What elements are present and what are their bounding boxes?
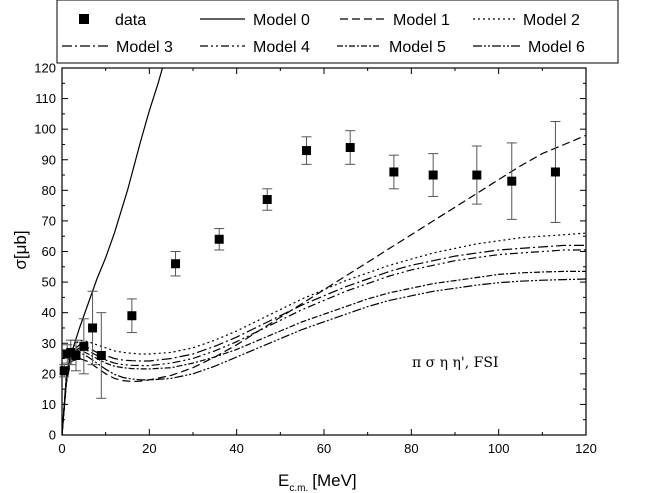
x-axis-label-sub: c.m. [289,483,308,493]
x-tick-label: 0 [58,441,65,456]
y-tick-label: 20 [42,366,56,381]
series-line-model-1 [62,134,586,435]
data-point [262,195,272,205]
data-point [472,170,482,180]
x-tick-label: 60 [317,441,331,456]
data-point [66,347,76,357]
x-axis-label-main: E [278,471,289,490]
data-point [428,170,438,180]
y-tick-label: 10 [42,397,56,412]
y-tick-label: 40 [42,305,56,320]
legend-label: Model 3 [116,39,173,56]
data-point [507,176,517,186]
data-point [345,143,355,153]
data-point [71,350,81,360]
legend-label: Model 1 [393,12,450,29]
legend-label: Model 6 [528,39,585,56]
data-point [550,167,560,177]
data-point [79,341,89,351]
x-tick-label: 120 [575,441,597,456]
legend-label: Model 0 [253,12,310,29]
legend-label: Model 5 [389,39,446,56]
legend-label: Model 2 [523,12,580,29]
y-axis-label: σ[μb] [11,230,30,269]
x-axis-label-unit: [MeV] [312,471,356,490]
legend-box [56,0,619,64]
data-point [171,259,181,269]
data-point [302,146,312,156]
data-point [389,167,399,177]
y-tick-label: 30 [42,336,56,351]
series-line-model-6 [62,278,586,435]
annotation: π σ η η', FSI [412,355,498,371]
legend-label: data [115,12,146,29]
legend-label: Model 4 [253,39,310,56]
y-tick-label: 120 [34,61,56,76]
data-point [96,350,106,360]
y-tick-label: 60 [42,244,56,259]
y-tick-label: 110 [35,91,56,106]
x-tick-label: 20 [142,441,156,456]
data-point [127,311,137,321]
data-point [88,323,98,333]
x-tick-label: 40 [229,441,243,456]
y-tick-label: 70 [42,213,56,228]
x-tick-label: 80 [404,441,418,456]
y-tick-label: 100 [34,122,56,137]
series-line-model-4 [62,249,586,435]
legend: data Model 0 Model 1 Model 2 Model 3 Model 4 M… [56,0,619,64]
x-tick-label: 100 [488,441,510,456]
y-tick-label: 0 [49,428,56,443]
y-tick-label: 50 [42,275,56,290]
y-tick-label: 80 [42,183,56,198]
axes: 0 20 40 60 80 100 120 0 10 20 30 40 50 60 70 80 90 100 110… [34,61,597,457]
legend-marker-data [79,14,89,24]
model-curves [62,68,586,435]
data-points [59,121,561,399]
data-point [214,234,224,244]
data-point [59,366,69,376]
series-line-model-0 [62,68,164,435]
x-axis-label: Ec.m. [MeV] [278,471,357,493]
series-line-model-2 [62,232,586,435]
y-tick-label: 90 [42,152,56,167]
